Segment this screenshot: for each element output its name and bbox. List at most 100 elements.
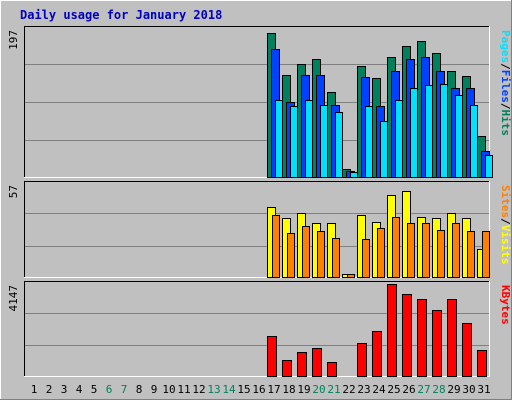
bar-sites-day-22	[347, 274, 355, 278]
panel-scale-label: 197	[7, 30, 20, 50]
x-tick-label-day-23: 23	[357, 383, 370, 396]
x-tick-label-day-21: 21	[327, 383, 340, 396]
bar-sites-day-27	[422, 223, 430, 278]
bar-sites-day-17	[272, 215, 280, 278]
bar-pages-day-18	[290, 106, 298, 178]
bar-pages-day-29	[455, 95, 463, 178]
legend-entry: KBytes	[499, 285, 512, 325]
panel-kbytes: 4147 KBytes	[7, 281, 512, 377]
x-tick-label-day-25: 25	[387, 383, 400, 396]
x-tick-label-day-26: 26	[402, 383, 415, 396]
bar-pages-day-19	[305, 100, 313, 178]
x-tick-label-day-19: 19	[297, 383, 310, 396]
x-tick-label-day-11: 11	[177, 383, 190, 396]
bar-sites-day-18	[287, 233, 295, 278]
bar-kbytes-day-24	[372, 331, 382, 377]
x-tick-label-day-4: 4	[76, 383, 83, 396]
bar-pages-day-31	[485, 155, 493, 178]
panel-area	[24, 281, 490, 377]
bar-kbytes-day-20	[312, 348, 322, 377]
x-axis-day-labels: 1 2 3 4 5 6 7 8 9 10 11 12 13 14 15 16 17 18 19 20 21 22 23 24 2…	[31, 383, 491, 396]
bar-pages-day-17	[275, 100, 283, 178]
bar-kbytes-day-23	[357, 343, 367, 377]
x-tick-label-day-6: 6	[106, 383, 113, 396]
bar-sites-day-26	[407, 223, 415, 278]
bar-pages-day-30	[470, 105, 478, 178]
series-pages	[275, 84, 493, 178]
panel-visits-sites: 57 Sites/Visits	[7, 181, 512, 278]
bar-kbytes-day-25	[387, 284, 397, 377]
bar-pages-day-26	[410, 88, 418, 178]
legend-entry: /	[499, 103, 512, 110]
bar-sites-day-21	[332, 238, 340, 278]
x-tick-label-day-14: 14	[222, 383, 236, 396]
x-tick-label-day-12: 12	[192, 383, 205, 396]
x-tick-label-day-30: 30	[462, 383, 475, 396]
bar-pages-day-28	[440, 84, 448, 178]
chart-title: Daily usage for January 2018	[20, 8, 222, 22]
x-tick-label-day-15: 15	[237, 383, 250, 396]
bar-kbytes-day-31	[477, 350, 487, 377]
legend-entry: Sites	[499, 185, 512, 218]
x-tick-label-day-29: 29	[447, 383, 460, 396]
x-tick-label-day-7: 7	[121, 383, 128, 396]
x-tick-label-day-16: 16	[252, 383, 265, 396]
x-tick-label-day-10: 10	[162, 383, 175, 396]
bar-pages-day-21	[335, 112, 343, 178]
x-tick-label-day-3: 3	[61, 383, 68, 396]
panel-scale-label: 4147	[7, 285, 20, 312]
x-tick-label-day-31: 31	[477, 383, 490, 396]
x-tick-label-day-13: 13	[207, 383, 220, 396]
bar-kbytes-day-27	[417, 299, 427, 377]
bar-kbytes-day-29	[447, 299, 457, 377]
series-sites	[272, 215, 490, 278]
legend-entry: Files	[499, 70, 512, 103]
x-tick-label-day-24: 24	[372, 383, 386, 396]
legend-entry: Hits	[499, 110, 512, 137]
bar-pages-day-20	[320, 105, 328, 178]
bar-pages-day-22	[350, 172, 358, 178]
panel-legend: Pages/Files/Hits	[499, 30, 512, 136]
bar-sites-day-25	[392, 217, 400, 278]
x-tick-label-day-17: 17	[267, 383, 280, 396]
x-tick-label-day-8: 8	[136, 383, 143, 396]
bar-pages-day-27	[425, 85, 433, 178]
bar-sites-day-30	[467, 231, 475, 278]
x-tick-label-day-5: 5	[91, 383, 98, 396]
x-tick-label-day-22: 22	[342, 383, 355, 396]
bar-kbytes-day-30	[462, 323, 472, 377]
bar-kbytes-day-18	[282, 360, 292, 377]
bar-sites-day-23	[362, 239, 370, 278]
x-tick-label-day-9: 9	[151, 383, 158, 396]
bar-pages-day-24	[380, 121, 388, 178]
bar-kbytes-day-21	[327, 362, 337, 377]
bar-sites-day-28	[437, 230, 445, 278]
legend-entry: /	[499, 218, 512, 225]
bar-pages-day-23	[365, 106, 373, 178]
legend-entry: /	[499, 63, 512, 70]
series-kbytes	[267, 284, 487, 377]
bar-sites-day-19	[302, 226, 310, 278]
bar-sites-day-29	[452, 223, 460, 278]
bar-sites-day-20	[317, 231, 325, 278]
panel-scale-label: 57	[7, 185, 20, 198]
x-tick-label-day-27: 27	[417, 383, 430, 396]
bar-kbytes-day-19	[297, 352, 307, 377]
bar-kbytes-day-28	[432, 310, 442, 377]
x-tick-label-day-18: 18	[282, 383, 295, 396]
bar-sites-day-24	[377, 228, 385, 278]
bar-sites-day-31	[482, 231, 490, 278]
x-tick-label-day-20: 20	[312, 383, 325, 396]
panel-pages-files-hits: 197 Pages/Files/Hits	[7, 26, 512, 178]
bar-kbytes-day-17	[267, 336, 277, 377]
x-tick-label-day-2: 2	[46, 383, 53, 396]
legend-entry: Pages	[499, 30, 512, 63]
bar-pages-day-25	[395, 100, 403, 178]
x-tick-label-day-1: 1	[31, 383, 38, 396]
panel-legend: Sites/Visits	[499, 185, 512, 265]
panel-legend: KBytes	[499, 285, 512, 325]
legend-entry: Visits	[499, 225, 512, 265]
x-tick-label-day-28: 28	[432, 383, 445, 396]
